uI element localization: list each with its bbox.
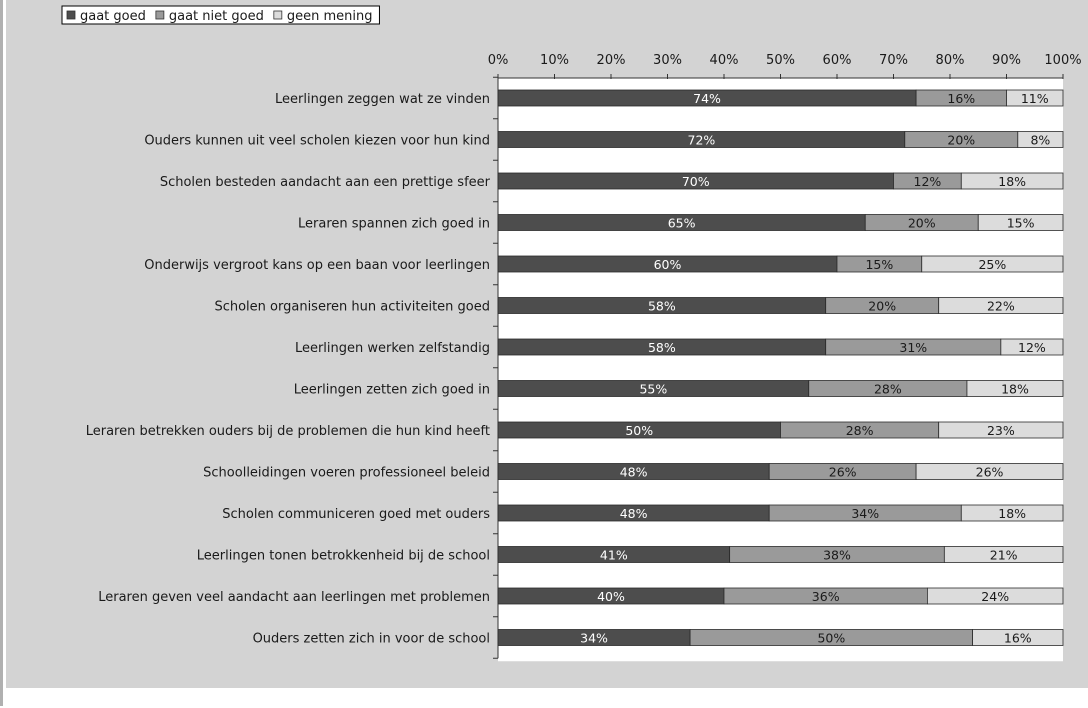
data-label-6-2: 20% bbox=[868, 299, 896, 314]
bar-9-geen-mening bbox=[938, 421, 1064, 439]
data-label-14-1: 34% bbox=[580, 631, 608, 646]
x-tick-label-2: 20% bbox=[597, 53, 626, 68]
category-label-4: Leraren spannen zich goed in bbox=[298, 217, 490, 232]
category-label-6: Scholen organiseren hun activiteiten goe… bbox=[214, 300, 490, 315]
data-label-9-1: 50% bbox=[625, 423, 653, 438]
data-label-9-3: 23% bbox=[987, 423, 1015, 438]
data-label-1-1: 74% bbox=[693, 91, 721, 106]
data-label-7-3: 12% bbox=[1018, 340, 1046, 355]
bar-14-geen-mening bbox=[972, 629, 1064, 646]
data-label-1-3: 11% bbox=[1021, 91, 1049, 106]
x-tick-label-7: 70% bbox=[879, 53, 908, 68]
data-label-10-1: 48% bbox=[620, 465, 648, 480]
x-tick-label-4: 40% bbox=[710, 53, 739, 68]
bar-7-geen-mening bbox=[1000, 338, 1064, 356]
bar-12-geen-mening bbox=[943, 546, 1064, 563]
legend-entry-1: gaat goed bbox=[80, 9, 146, 24]
chart-panel: gaat goed gaat niet goed geen mening 0% 10%… bbox=[6, 0, 1088, 688]
data-label-13-2: 36% bbox=[812, 589, 840, 604]
data-label-12-2: 38% bbox=[823, 548, 851, 563]
data-label-11-1: 48% bbox=[620, 506, 648, 521]
data-label-2-1: 72% bbox=[688, 133, 716, 148]
data-label-6-3: 22% bbox=[987, 299, 1015, 314]
legend-swatch-3 bbox=[273, 10, 283, 20]
category-label-5: Onderwijs vergroot kans op een baan voor… bbox=[144, 258, 490, 273]
x-tick-label-0: 0% bbox=[488, 53, 509, 68]
data-label-2-3: 8% bbox=[1030, 133, 1050, 148]
category-label-1: Leerlingen zeggen wat ze vinden bbox=[275, 92, 490, 107]
category-label-13: Leraren geven veel aandacht aan leerling… bbox=[98, 590, 490, 605]
data-label-13-3: 24% bbox=[981, 589, 1009, 604]
category-label-3: Scholen besteden aandacht aan een pretti… bbox=[160, 175, 491, 190]
category-label-14: Ouders zetten zich in voor de school bbox=[253, 632, 490, 647]
bar-1-geen-mening bbox=[1006, 89, 1064, 107]
data-label-4-2: 20% bbox=[908, 216, 936, 231]
data-label-13-1: 40% bbox=[597, 589, 625, 604]
data-label-11-2: 34% bbox=[851, 506, 879, 521]
legend-entry-2: gaat niet goed bbox=[169, 9, 264, 24]
bar-5-geen-mening bbox=[921, 255, 1064, 273]
data-label-2-2: 20% bbox=[947, 133, 975, 148]
x-tick-label-10: 100% bbox=[1044, 53, 1081, 68]
category-label-12: Leerlingen tonen betrokkenheid bij de sc… bbox=[197, 549, 490, 564]
data-label-4-3: 15% bbox=[1007, 216, 1035, 231]
data-label-9-2: 28% bbox=[846, 423, 874, 438]
data-label-3-1: 70% bbox=[682, 174, 710, 189]
data-label-14-2: 50% bbox=[817, 631, 845, 646]
bar-8-geen-mening bbox=[966, 380, 1064, 397]
x-tick-label-6: 60% bbox=[823, 53, 852, 68]
data-label-3-2: 12% bbox=[914, 174, 942, 189]
data-label-1-2: 16% bbox=[947, 91, 975, 106]
data-label-5-3: 25% bbox=[978, 257, 1006, 272]
bars: 74% 16% 11% 72% 20% 8% 70% 12% 18% 65% 20% 15% 60% 15… bbox=[497, 89, 1064, 646]
data-label-7-1: 58% bbox=[648, 340, 676, 355]
category-label-11: Scholen communiceren goed met ouders bbox=[222, 507, 490, 522]
category-label-9: Leraren betrekken ouders bij de probleme… bbox=[86, 424, 490, 439]
legend-entry-3: geen mening bbox=[287, 9, 373, 24]
data-label-11-3: 18% bbox=[998, 506, 1026, 521]
data-label-14-3: 16% bbox=[1004, 631, 1032, 646]
data-label-4-1: 65% bbox=[668, 216, 696, 231]
category-label-7: Leerlingen werken zelfstandig bbox=[295, 341, 490, 356]
x-tick-label-5: 50% bbox=[766, 53, 795, 68]
y-axis: Leerlingen zeggen wat ze vinden Ouders ku… bbox=[86, 76, 499, 659]
x-tick-label-1: 10% bbox=[540, 53, 569, 68]
stacked-bar-chart: gaat goed gaat niet goed geen mening 0% 10%… bbox=[61, 5, 1082, 662]
data-label-12-3: 21% bbox=[990, 548, 1018, 563]
data-label-6-1: 58% bbox=[648, 299, 676, 314]
data-label-10-2: 26% bbox=[829, 465, 857, 480]
category-label-8: Leerlingen zetten zich goed in bbox=[294, 383, 490, 398]
bar-4-geen-mening bbox=[977, 214, 1064, 231]
bar-11-geen-mening bbox=[960, 504, 1064, 522]
bar-10-geen-mening bbox=[915, 463, 1064, 480]
x-tick-label-8: 80% bbox=[936, 53, 965, 68]
bar-2-geen-mening bbox=[1017, 131, 1064, 148]
data-label-7-2: 31% bbox=[899, 340, 927, 355]
bar-3-geen-mening bbox=[960, 172, 1064, 190]
bar-13-geen-mening bbox=[927, 587, 1064, 605]
category-label-10: Schoolleidingen voeren professioneel bel… bbox=[203, 466, 490, 481]
data-label-10-3: 26% bbox=[976, 465, 1004, 480]
data-label-8-2: 28% bbox=[874, 382, 902, 397]
legend-box bbox=[61, 5, 380, 25]
plot-area bbox=[498, 78, 1063, 662]
x-axis: 0% 10% 20% 30% 40% 50% 60% 70% 80% 90% 100% bbox=[488, 53, 1082, 79]
legend-swatch-1 bbox=[66, 10, 76, 20]
data-label-5-1: 60% bbox=[654, 257, 682, 272]
legend: gaat goed gaat niet goed geen mening bbox=[61, 5, 380, 25]
category-label-2: Ouders kunnen uit veel scholen kiezen vo… bbox=[144, 134, 490, 149]
data-label-3-3: 18% bbox=[998, 174, 1026, 189]
data-label-8-3: 18% bbox=[1001, 382, 1029, 397]
bar-6-geen-mening bbox=[938, 297, 1064, 314]
data-label-8-1: 55% bbox=[639, 382, 667, 397]
legend-swatch-2 bbox=[155, 10, 165, 20]
x-tick-label-3: 30% bbox=[653, 53, 682, 68]
data-label-12-1: 41% bbox=[600, 548, 628, 563]
data-label-5-2: 15% bbox=[865, 257, 893, 272]
x-tick-label-9: 90% bbox=[992, 53, 1021, 68]
